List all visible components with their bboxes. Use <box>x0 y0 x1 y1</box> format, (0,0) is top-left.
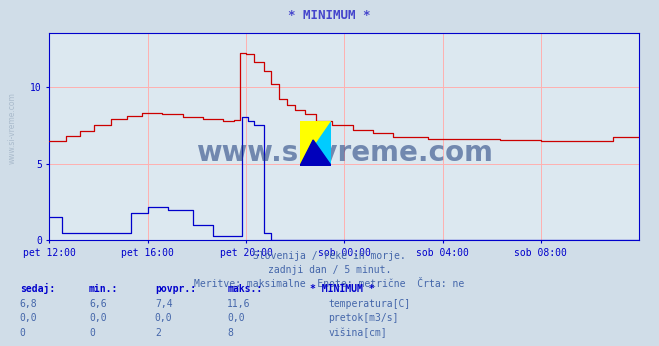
Text: Meritve: maksimalne  Enote: metrične  Črta: ne: Meritve: maksimalne Enote: metrične Črta… <box>194 279 465 289</box>
Text: * MINIMUM *: * MINIMUM * <box>310 284 374 294</box>
Text: 0: 0 <box>89 328 95 338</box>
Text: višina[cm]: višina[cm] <box>328 328 387 338</box>
Text: 0: 0 <box>20 328 26 338</box>
Text: www.si-vreme.com: www.si-vreme.com <box>8 92 17 164</box>
Polygon shape <box>300 121 331 166</box>
Text: temperatura[C]: temperatura[C] <box>328 299 411 309</box>
Text: 0,0: 0,0 <box>20 313 38 324</box>
Text: povpr.:: povpr.: <box>155 284 196 294</box>
Text: 7,4: 7,4 <box>155 299 173 309</box>
Text: 0,0: 0,0 <box>227 313 245 324</box>
Text: www.si-vreme.com: www.si-vreme.com <box>196 139 493 167</box>
Text: Slovenija / reke in morje.: Slovenija / reke in morje. <box>253 251 406 261</box>
Text: * MINIMUM *: * MINIMUM * <box>288 9 371 22</box>
Text: 0,0: 0,0 <box>89 313 107 324</box>
Text: zadnji dan / 5 minut.: zadnji dan / 5 minut. <box>268 265 391 275</box>
Polygon shape <box>300 140 331 166</box>
Text: 8: 8 <box>227 328 233 338</box>
Text: 11,6: 11,6 <box>227 299 251 309</box>
Text: min.:: min.: <box>89 284 119 294</box>
Text: maks.:: maks.: <box>227 284 262 294</box>
Polygon shape <box>300 121 331 166</box>
Text: 6,6: 6,6 <box>89 299 107 309</box>
Text: 0,0: 0,0 <box>155 313 173 324</box>
Text: 2: 2 <box>155 328 161 338</box>
Text: sedaj:: sedaj: <box>20 283 55 294</box>
Text: pretok[m3/s]: pretok[m3/s] <box>328 313 399 324</box>
Text: 6,8: 6,8 <box>20 299 38 309</box>
